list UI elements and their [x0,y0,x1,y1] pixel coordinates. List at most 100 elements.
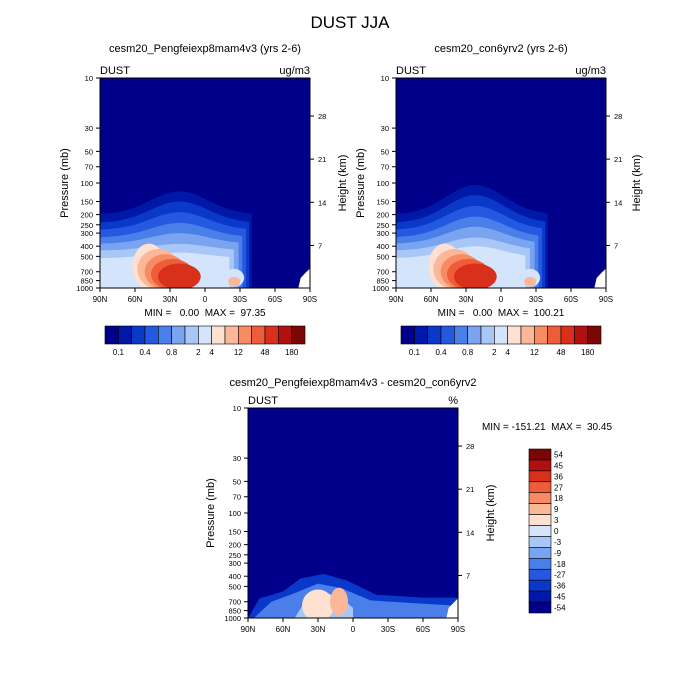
y2-axis-label: Height (km) [485,485,497,542]
colorbar-box [528,481,552,494]
x-tick-label: 90N [241,625,256,634]
figure-title: DUST JJA [310,13,390,32]
contour-band [330,587,348,616]
y-tick-label: 70 [233,493,241,502]
panel-control-run: cesm20_Pengfeiexp8mam4v3 (yrs 2-6) DUST … [59,43,349,357]
colorbar-box [278,325,292,345]
background-band [248,408,458,618]
y2-axis-label: Height (km) [337,155,349,212]
y2-tick-label: 21 [614,155,622,164]
colorbar-label: -27 [554,571,566,580]
y-tick-label: 500 [376,252,389,261]
panel-units-label: ug/m3 [575,65,606,77]
colorbar-box [211,325,226,345]
y-tick-label: 700 [80,268,93,277]
colorbar-box [158,325,172,345]
colorbar-label: 180 [581,348,595,357]
axes: 90N 60N 30N 0 30S 60S 90S 10 30 50 70 100 150 2002503… [372,74,622,304]
y-tick-label: 10 [381,74,389,83]
colorbar-label: 2 [492,348,497,357]
axes: 90N 60N 30N 0 30S 60S 90S 10 30 50 70 100 150 2002503… [76,74,326,304]
colorbar-label: 0.4 [139,348,151,357]
y2-tick-label: 14 [318,198,326,207]
x-tick-label: 60S [564,295,578,304]
x-tick-label: 90S [599,295,613,304]
y2-tick-label: 14 [614,198,622,207]
panel-units-label: ug/m3 [279,65,310,77]
y-tick-label: 150 [228,527,241,536]
colorbar-label: 36 [554,472,563,481]
y2-axis-label: Height (km) [631,155,643,212]
y2-tick-label: 7 [614,241,618,250]
x-tick-label: 0 [203,295,208,304]
y-tick-label: 300 [376,229,389,238]
y-tick-label: 100 [376,179,389,188]
colorbar-box [528,558,552,570]
x-tick-label: 30S [381,625,395,634]
colorbar-box [528,536,552,548]
x-tick-label: 0 [351,625,356,634]
y-tick-label: 700 [228,598,241,607]
colorbar-label: 18 [554,494,563,503]
colorbar-label: 2 [196,348,201,357]
colorbar-box [528,547,552,559]
x-tick-label: 90N [389,295,404,304]
y-tick-label: 200 [80,211,93,220]
colorbar-box [131,325,146,345]
y2-tick-label: 28 [614,112,622,121]
colorbar-box [494,325,508,345]
colorbar-box [118,325,132,345]
colorbar-label: 180 [285,348,299,357]
colorbar-label: 48 [557,348,566,357]
y2-tick-label: 7 [466,571,470,580]
terrain-mask [594,268,606,288]
panel-left-label: DUST [248,395,278,407]
axes: 90N 60N 30N 0 30S 60S 90S 10 30 50 70 100 150 2002503… [224,404,474,634]
x-tick-label: 30S [233,295,247,304]
colorbar-box [427,325,442,345]
x-tick-label: 60S [268,295,282,304]
colorbar-box [238,325,252,345]
colorbar-label: 12 [234,348,243,357]
colorbar-box [528,568,552,581]
y-tick-label: 30 [233,454,241,463]
colorbar-label: 9 [554,505,559,514]
colorbar-box [264,325,279,345]
colorbar-box [547,325,562,345]
colorbar-box [528,470,552,483]
colorbar-box [507,325,522,345]
colorbar-box [184,325,199,345]
colorbar-label: -9 [554,549,562,558]
colorbar-box [574,325,588,345]
y-tick-label: 400 [228,572,241,581]
panel-difference: cesm20_Pengfeiexp8mam4v3 - cesm20_con6yr… [205,377,612,634]
colorbar-box [480,325,495,345]
contour-band [453,263,497,288]
x-tick-label: 30N [459,295,474,304]
colorbar-label: -3 [554,538,562,547]
colorbar-box [171,325,186,345]
y-tick-label: 10 [85,74,93,83]
colorbar-label: 0.1 [113,348,125,357]
colorbar-box [251,325,266,345]
colorbar-box [528,503,552,515]
y-tick-label: 850 [376,277,389,286]
x-tick-label: 60N [276,625,291,634]
y-tick-label: 500 [228,582,241,591]
x-tick-label: 90S [303,295,317,304]
y-tick-label: 1000 [76,284,93,293]
colorbar: 0.1 0.4 0.8 2 4 12 48 180 [400,325,602,357]
x-tick-label: 30N [163,295,178,304]
colorbar-label: 4 [505,348,510,357]
y-tick-label: 400 [80,242,93,251]
colorbar-label: 54 [554,450,563,459]
min-max-text: MIN = 0.00 MAX = 100.21 [438,308,565,319]
colorbar-label: 0.4 [435,348,447,357]
y2-tick-label: 14 [466,528,474,537]
y-tick-label: 50 [381,147,389,156]
colorbar-box [560,325,575,345]
y-tick-label: 850 [228,607,241,616]
colorbar-label: 45 [554,461,563,470]
min-max-text: MIN = -151.21 MAX = 30.45 [482,422,613,433]
colorbar-box [198,325,212,345]
